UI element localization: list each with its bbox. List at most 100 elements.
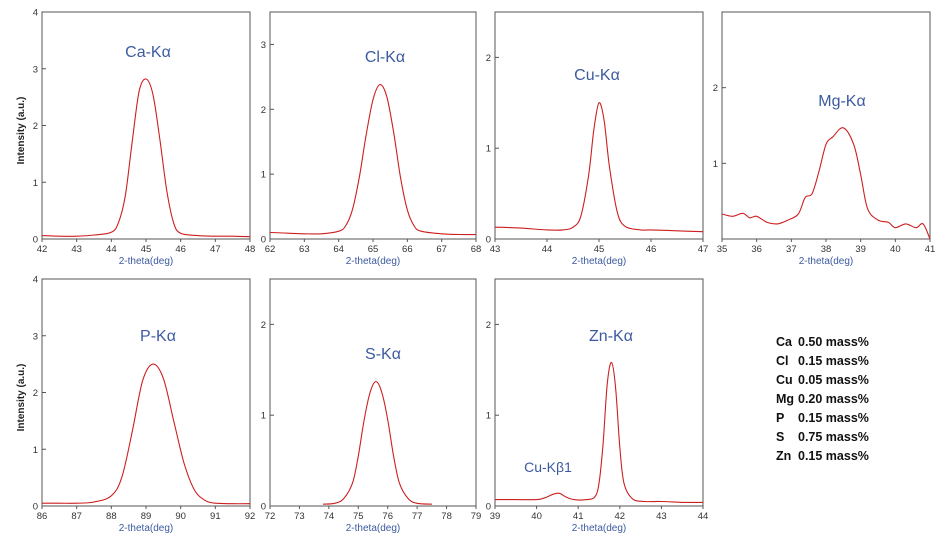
x-tick-label: 86 xyxy=(37,511,48,522)
chart-panel-ca: 0 1 2 3 4 42 43 44 45 46 47 48 2-theta(deg) Intensity… xyxy=(16,8,255,268)
legend-row-cl: Cl 0.15 mass% xyxy=(776,352,869,371)
x-axis-label: 2-theta(deg) xyxy=(346,523,400,534)
x-tick-label: 65 xyxy=(368,244,379,255)
y-tick-label: 0 xyxy=(33,235,38,246)
legend-row-zn: Zn 0.15 mass% xyxy=(776,447,869,466)
x-axis-label: 2-theta(deg) xyxy=(119,523,173,534)
x-tick-label: 43 xyxy=(71,244,82,255)
spectrum-line-cu xyxy=(494,102,704,233)
y-tick-label: 2 xyxy=(486,53,491,64)
legend-element: S xyxy=(776,430,785,444)
spectrum-line-zn xyxy=(495,361,704,503)
peak-label-mg: Mg-Kα xyxy=(818,93,865,110)
y-tick-label: 1 xyxy=(33,178,38,189)
y-tick-label: 4 xyxy=(33,8,38,19)
x-tick-label: 78 xyxy=(441,511,452,522)
y-tick-label: 0 xyxy=(261,235,266,246)
x-tick-label: 72 xyxy=(265,511,276,522)
x-tick-label: 45 xyxy=(594,244,605,255)
legend-element: Ca xyxy=(776,335,792,349)
peak-label-p: P-Kα xyxy=(140,328,176,345)
y-tick-label: 3 xyxy=(33,331,38,342)
x-axis-label: 2-theta(deg) xyxy=(572,523,626,534)
legend-value: 0.15 mass% xyxy=(798,411,869,425)
spectrum-line-p xyxy=(42,363,251,505)
y-tick-label: 0 xyxy=(486,502,491,513)
x-tick-label: 42 xyxy=(615,511,626,522)
peak-annotation: Cu-Kβ1 xyxy=(524,459,572,475)
x-tick-label: 48 xyxy=(245,244,256,255)
x-tick-label: 39 xyxy=(490,511,501,522)
plot-frame xyxy=(494,278,704,507)
y-tick-label: 3 xyxy=(261,40,266,51)
y-tick-label: 1 xyxy=(33,445,38,456)
x-tick-label: 44 xyxy=(698,511,709,522)
legend-row-p: P 0.15 mass% xyxy=(776,409,869,428)
y-tick-label: 1 xyxy=(486,411,491,422)
x-tick-label: 43 xyxy=(656,511,667,522)
x-axis-label: 2-theta(deg) xyxy=(799,256,853,267)
y-tick-label: 0 xyxy=(261,502,266,513)
x-tick-label: 63 xyxy=(299,244,310,255)
x-tick-label: 37 xyxy=(786,244,797,255)
spectrum-line-ca xyxy=(41,78,251,238)
x-tick-label: 43 xyxy=(490,244,501,255)
x-tick-label: 47 xyxy=(210,244,221,255)
x-tick-label: 87 xyxy=(71,511,82,522)
x-tick-label: 62 xyxy=(265,244,276,255)
x-tick-label: 88 xyxy=(106,511,117,522)
plot-frame xyxy=(269,11,477,240)
legend-row-cu: Cu 0.05 mass% xyxy=(776,371,869,390)
x-tick-label: 73 xyxy=(294,511,305,522)
x-axis-label: 2-theta(deg) xyxy=(346,256,400,267)
plot-frame xyxy=(41,278,251,507)
y-axis-label: Intensity (a.u.) xyxy=(16,97,27,165)
x-tick-label: 75 xyxy=(353,511,364,522)
legend-element: Cu xyxy=(776,373,793,387)
y-tick-label: 3 xyxy=(33,64,38,75)
concentration-legend: Ca 0.50 mass% Cl 0.15 mass% Cu 0.05 mass% M… xyxy=(776,333,869,466)
x-tick-label: 92 xyxy=(245,511,256,522)
x-tick-label: 41 xyxy=(573,511,584,522)
spectrum-line-cl xyxy=(269,84,477,236)
x-tick-label: 47 xyxy=(698,244,709,255)
chart-panel-zn: 0 1 2 39 40 41 42 43 44 2-theta(deg) Zn-Kα Cu-Kβ1 xyxy=(486,278,709,534)
x-tick-label: 46 xyxy=(175,244,186,255)
x-axis-label: 2-theta(deg) xyxy=(119,256,173,267)
y-tick-label: 2 xyxy=(33,121,38,132)
x-tick-label: 38 xyxy=(821,244,832,255)
y-tick-label: 2 xyxy=(713,83,718,94)
x-tick-label: 46 xyxy=(646,244,657,255)
legend-element: Cl xyxy=(776,354,789,368)
y-tick-label: 2 xyxy=(486,320,491,331)
legend-row-mg: Mg 0.20 mass% xyxy=(776,390,869,409)
legend-element: P xyxy=(776,411,785,425)
x-tick-label: 77 xyxy=(412,511,423,522)
x-tick-label: 36 xyxy=(751,244,762,255)
x-tick-label: 42 xyxy=(37,244,48,255)
legend-element: Zn xyxy=(776,449,792,463)
peak-label-s: S-Kα xyxy=(365,346,401,363)
plot-frame xyxy=(494,11,704,240)
y-axis-label: Intensity (a.u.) xyxy=(16,364,27,432)
x-tick-label: 90 xyxy=(175,511,186,522)
legend-value: 0.50 mass% xyxy=(798,335,869,349)
x-axis-label: 2-theta(deg) xyxy=(572,256,626,267)
y-tick-label: 2 xyxy=(261,105,266,116)
x-tick-label: 40 xyxy=(890,244,901,255)
x-tick-label: 40 xyxy=(531,511,542,522)
y-tick-label: 1 xyxy=(713,159,718,170)
y-tick-label: 0 xyxy=(486,235,491,246)
x-tick-label: 68 xyxy=(471,244,482,255)
y-tick-label: 1 xyxy=(486,144,491,155)
legend-value: 0.75 mass% xyxy=(798,430,869,444)
chart-panel-cl: 0 1 2 3 62 63 64 65 66 67 68 2-theta(deg) Cl-Kα xyxy=(261,11,482,267)
chart-panel-p: 0 1 2 3 4 86 87 88 89 90 91 92 2-theta(deg) Intensity… xyxy=(16,275,255,535)
legend-value: 0.15 mass% xyxy=(798,354,869,368)
chart-panel-mg: 1 2 35 36 37 38 39 40 41 2-theta(deg) Mg-Kα xyxy=(713,11,935,267)
legend-value: 0.05 mass% xyxy=(798,373,869,387)
y-tick-label: 1 xyxy=(261,170,266,181)
x-tick-label: 76 xyxy=(382,511,393,522)
legend-element: Mg xyxy=(776,392,795,406)
x-tick-label: 45 xyxy=(141,244,152,255)
